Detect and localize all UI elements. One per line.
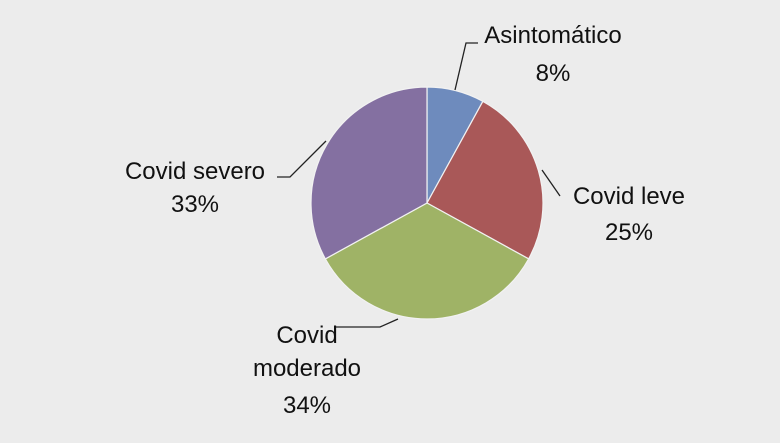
leader-line-leve — [541, 169, 561, 197]
slice-covid-leve — [426, 100, 544, 260]
pie-slices — [310, 86, 544, 320]
slice-covid-severo — [310, 86, 428, 260]
label-leve-name: Covid leve — [573, 183, 685, 210]
label-severo-name: Covid severo — [125, 158, 265, 185]
label-moderado-percent: 34% — [283, 392, 331, 419]
label-leve-percent: 25% — [605, 219, 653, 246]
label-severo-percent: 33% — [171, 191, 219, 218]
label-asintomatico-name: Asintomático — [484, 22, 621, 49]
leader-line-severo — [277, 140, 327, 178]
leader-line-moderado — [334, 318, 399, 328]
label-asintomatico-percent: 8% — [536, 60, 571, 87]
label-moderado-name-line1: Covid — [276, 322, 337, 349]
label-moderado-name-line2: moderado — [253, 355, 361, 382]
leader-line-asintomatico — [454, 42, 478, 91]
slice-covid-moderado — [324, 202, 530, 320]
